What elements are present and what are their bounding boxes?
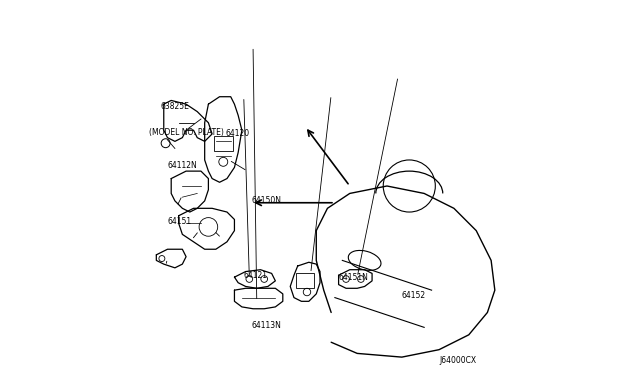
Bar [296,273,314,288]
Text: 64120: 64120 [225,129,249,138]
Text: 64121: 64121 [244,271,268,280]
Text: 64113N: 64113N [251,321,281,330]
Text: 63825E: 63825E [160,102,189,110]
Text: 64112N: 64112N [168,161,197,170]
Bar [214,136,232,151]
Text: 64150N: 64150N [251,196,281,205]
Text: J64000CX: J64000CX [439,356,476,365]
Text: 64151: 64151 [168,217,191,226]
Text: 64151N: 64151N [339,273,369,282]
Text: (MODEL NO. PLATE): (MODEL NO. PLATE) [149,128,224,137]
Text: 64152: 64152 [402,291,426,300]
